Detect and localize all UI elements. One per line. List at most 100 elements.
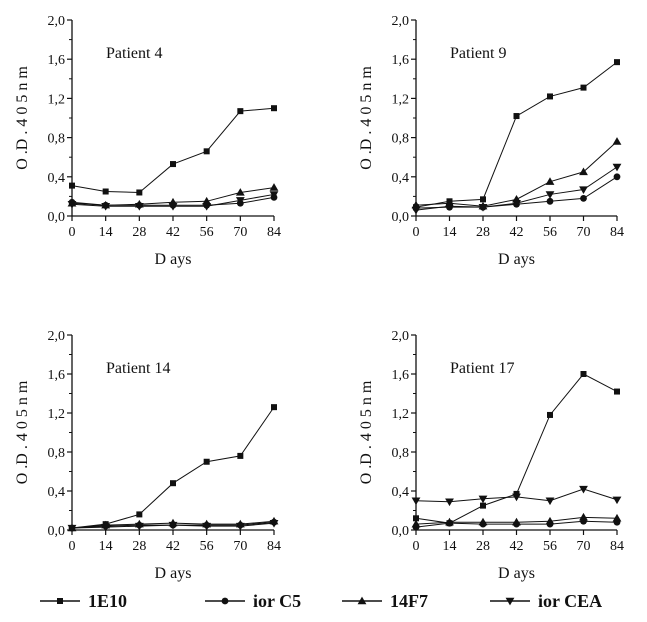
x-tick-label: 70 bbox=[577, 225, 591, 240]
data-point bbox=[101, 523, 111, 532]
legend-marker bbox=[57, 598, 63, 604]
data-point bbox=[478, 203, 488, 212]
series-line bbox=[71, 107, 275, 193]
data-point bbox=[269, 519, 279, 528]
x-tick-label: 56 bbox=[200, 539, 214, 554]
y-tick-label: 1,6 bbox=[392, 53, 410, 68]
series-1e10 bbox=[413, 371, 620, 527]
data-point bbox=[202, 522, 212, 531]
x-tick-label: 56 bbox=[543, 225, 557, 240]
y-tick-label: 2,0 bbox=[48, 329, 66, 344]
x-tick-label: 0 bbox=[69, 539, 76, 554]
panel-title: Patient 9 bbox=[450, 45, 506, 62]
legend-marker bbox=[221, 597, 229, 605]
y-tick-label: 0,8 bbox=[48, 132, 66, 147]
y-tick-label: 1,2 bbox=[392, 92, 410, 107]
series-1e10 bbox=[413, 59, 620, 211]
data-point bbox=[445, 517, 454, 526]
data-point bbox=[237, 452, 244, 459]
y-tick-label: 1,2 bbox=[48, 407, 66, 422]
data-point bbox=[413, 515, 419, 522]
y-tick-label: 2,0 bbox=[392, 14, 410, 29]
data-point bbox=[67, 201, 77, 209]
data-point bbox=[69, 182, 75, 189]
x-tick-label: 28 bbox=[476, 225, 490, 240]
data-point bbox=[478, 517, 488, 526]
y-tick-label: 0,0 bbox=[392, 524, 410, 539]
y-tick-label: 0,4 bbox=[48, 171, 66, 186]
x-tick-label: 42 bbox=[166, 225, 180, 240]
x-axis-label: D ays bbox=[155, 251, 192, 268]
x-tick-label: 0 bbox=[69, 225, 76, 240]
y-axis-label: O .D . 4 0 5 n m bbox=[358, 66, 375, 170]
data-point bbox=[580, 371, 587, 377]
legend: 1E10 ior C5 14F7 ior CEA bbox=[40, 591, 602, 611]
panel-title: Patient 14 bbox=[106, 360, 170, 377]
data-point bbox=[513, 113, 520, 120]
x-tick-label: 28 bbox=[132, 539, 146, 554]
data-point bbox=[411, 200, 421, 209]
data-point bbox=[271, 105, 277, 112]
legend-marker bbox=[505, 597, 515, 606]
x-tick-label: 70 bbox=[233, 225, 247, 240]
series-1e10 bbox=[69, 105, 277, 196]
legend-item-ior-cea: ior CEA bbox=[490, 591, 602, 611]
data-point bbox=[202, 203, 212, 211]
y-tick-label: 0,0 bbox=[48, 210, 66, 225]
data-point bbox=[136, 511, 143, 518]
data-point bbox=[480, 502, 486, 509]
y-tick-label: 1,6 bbox=[48, 53, 66, 68]
data-point bbox=[168, 521, 178, 530]
data-point bbox=[235, 522, 245, 531]
x-tick-label: 42 bbox=[510, 225, 524, 240]
y-tick-label: 1,2 bbox=[48, 92, 66, 107]
x-tick-label: 70 bbox=[577, 539, 591, 554]
legend-label: 1E10 bbox=[88, 591, 127, 611]
legend-item-1e10: 1E10 bbox=[40, 591, 127, 611]
data-point bbox=[445, 203, 454, 211]
data-point bbox=[579, 485, 588, 494]
series-14f7 bbox=[411, 137, 622, 210]
x-tick-label: 70 bbox=[233, 539, 247, 554]
legend-label: ior C5 bbox=[253, 591, 301, 611]
data-point bbox=[612, 137, 622, 145]
y-tick-label: 1,6 bbox=[48, 368, 66, 383]
legend-label: ior CEA bbox=[538, 591, 602, 611]
data-point bbox=[612, 496, 622, 505]
data-point bbox=[545, 191, 555, 199]
data-point bbox=[235, 197, 245, 205]
data-point bbox=[102, 188, 109, 195]
data-point bbox=[136, 189, 143, 196]
y-axis-label: O .D . 4 0 5 n m bbox=[358, 380, 375, 484]
legend-item-ior-c5: ior C5 bbox=[205, 591, 301, 611]
data-point bbox=[67, 524, 77, 533]
legend-item-14f7: 14F7 bbox=[342, 591, 428, 611]
series-line bbox=[415, 61, 618, 208]
y-tick-label: 0,8 bbox=[392, 132, 410, 147]
data-point bbox=[480, 196, 486, 203]
data-point bbox=[613, 173, 621, 181]
y-tick-label: 0,8 bbox=[392, 446, 410, 461]
y-tick-label: 0,4 bbox=[392, 485, 410, 500]
x-tick-label: 56 bbox=[543, 539, 557, 554]
series-ior-cea bbox=[411, 485, 622, 507]
y-tick-label: 2,0 bbox=[48, 14, 66, 29]
y-tick-label: 1,6 bbox=[392, 368, 410, 383]
data-point bbox=[614, 59, 620, 66]
x-tick-label: 14 bbox=[443, 225, 457, 240]
legend-label: 14F7 bbox=[390, 591, 428, 611]
data-point bbox=[545, 516, 555, 525]
x-tick-label: 14 bbox=[99, 225, 113, 240]
data-point bbox=[547, 411, 553, 418]
data-point bbox=[579, 186, 588, 194]
data-point bbox=[547, 93, 553, 100]
data-point bbox=[134, 522, 144, 531]
data-point bbox=[203, 148, 210, 155]
data-point bbox=[271, 404, 277, 411]
data-point bbox=[478, 495, 488, 504]
data-point bbox=[445, 498, 454, 507]
data-point bbox=[579, 167, 588, 176]
data-point bbox=[545, 177, 555, 185]
data-point bbox=[237, 108, 244, 115]
x-tick-label: 42 bbox=[510, 539, 524, 554]
